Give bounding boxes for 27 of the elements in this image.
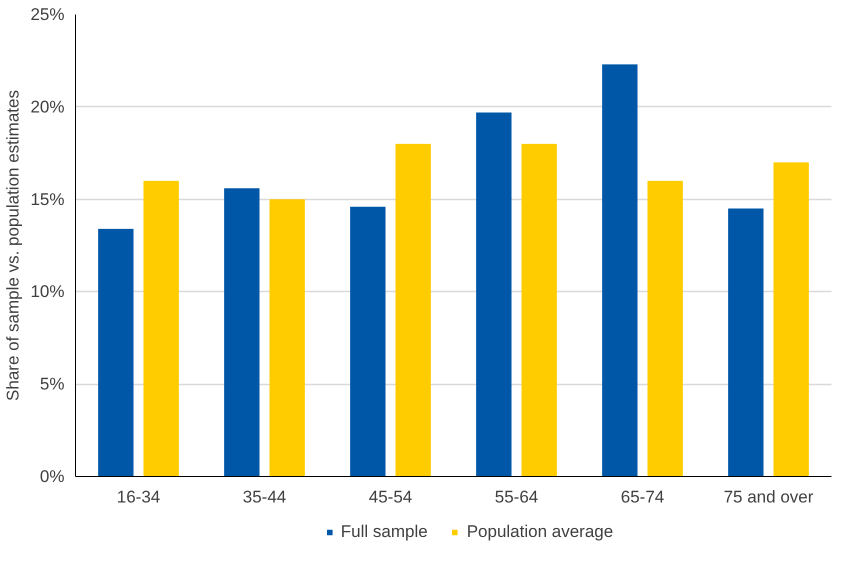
bar bbox=[224, 188, 260, 476]
bar bbox=[395, 144, 431, 476]
x-tick-label: 75 and over bbox=[724, 488, 814, 506]
y-axis-title: Share of sample vs. population estimates bbox=[3, 90, 22, 401]
x-tick-label: 55-64 bbox=[494, 488, 538, 506]
x-tick-label: 45-54 bbox=[368, 488, 412, 506]
y-tick-label: 15% bbox=[30, 190, 65, 209]
bar bbox=[98, 228, 134, 476]
legend-label: Population average bbox=[466, 522, 614, 542]
x-tick-label: 16-34 bbox=[116, 488, 160, 506]
y-tick-label: 25% bbox=[30, 5, 65, 24]
y-tick-label: 5% bbox=[40, 374, 65, 394]
bar bbox=[602, 64, 638, 476]
legend-label: Full sample bbox=[340, 522, 428, 542]
bar bbox=[269, 199, 305, 476]
bar bbox=[476, 112, 512, 476]
x-tick-label: 65-74 bbox=[620, 488, 664, 506]
bar bbox=[728, 208, 764, 476]
bar bbox=[773, 162, 809, 476]
bar bbox=[143, 180, 179, 476]
x-tick-label: 35-44 bbox=[242, 488, 286, 506]
bar bbox=[350, 206, 386, 476]
bar bbox=[647, 180, 683, 476]
y-tick-label: 0% bbox=[40, 467, 65, 486]
bar bbox=[521, 144, 557, 476]
y-tick-label: 10% bbox=[30, 282, 65, 302]
y-tick-label: 20% bbox=[30, 97, 65, 116]
